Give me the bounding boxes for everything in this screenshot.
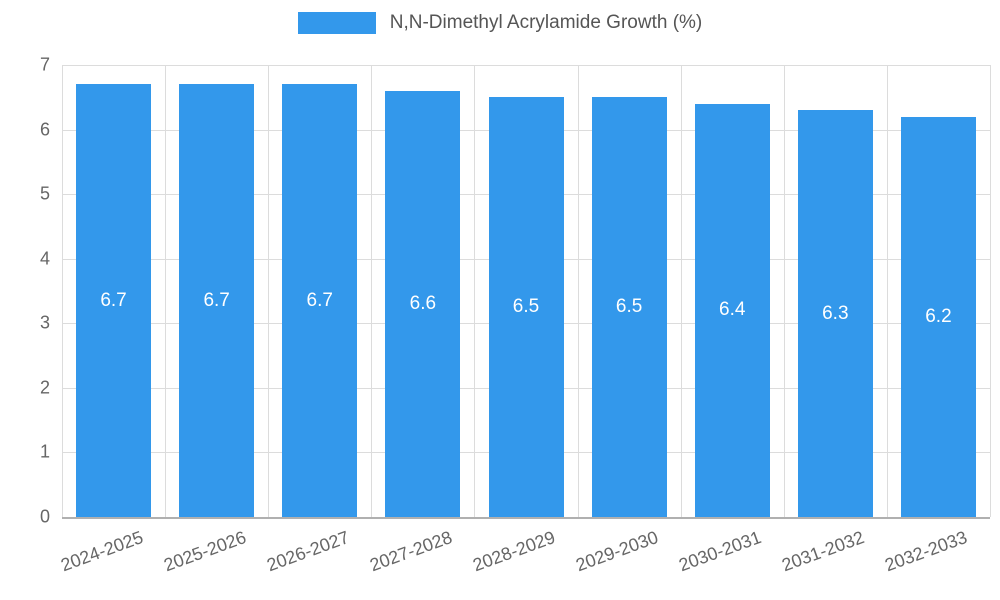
x-tick-label: 2029-2030 [573, 527, 661, 576]
v-gridline [886, 65, 888, 517]
y-tick-label: 4 [39, 248, 50, 269]
bar-2031-2032: 6.3 [797, 110, 873, 517]
x-tick-label: 2025-2026 [160, 527, 249, 576]
x-tick-label: 2026-2027 [263, 527, 352, 576]
bar-2024-2025: 6.7 [76, 84, 152, 517]
y-tick-label: 6 [39, 119, 50, 140]
y-tick-label: 0 [39, 506, 50, 527]
chart-title: N,N-Dimethyl Acrylamide Growth (%) [389, 12, 703, 33]
bar-value-label: 6.7 [203, 289, 230, 311]
bar-value-label: 6.5 [512, 296, 540, 318]
h-gridline [62, 65, 990, 66]
v-gridline [680, 65, 682, 517]
bar-2026-2027: 6.7 [282, 84, 358, 517]
bar-value-label: 6.4 [719, 299, 746, 321]
bar-2030-2031: 6.4 [694, 103, 770, 517]
bar-2027-2028: 6.6 [385, 90, 461, 517]
x-tick-label: 2032-2033 [882, 527, 971, 576]
bar-2032-2033: 6.2 [900, 116, 976, 517]
bar-value-label: 6.2 [925, 305, 952, 327]
v-gridline [577, 65, 579, 517]
x-tick-label: 2031-2032 [779, 527, 868, 576]
bar-value-label: 6.7 [306, 289, 333, 311]
y-tick-label: 7 [39, 54, 50, 75]
bar-value-label: 6.5 [615, 296, 643, 318]
bar-2028-2029: 6.5 [488, 97, 564, 517]
v-gridline [990, 65, 991, 517]
y-tick-label: 2 [39, 377, 50, 398]
bar-2025-2026: 6.7 [179, 84, 255, 517]
y-tick-label: 1 [39, 441, 50, 462]
x-tick-label: 2024-2025 [57, 527, 146, 576]
bar-2029-2030: 6.5 [591, 97, 667, 517]
v-gridline [371, 65, 373, 517]
v-gridline [268, 65, 270, 517]
v-gridline [474, 65, 476, 517]
v-gridline [165, 65, 167, 517]
y-tick-label: 3 [39, 312, 50, 333]
legend: N,N-Dimethyl Acrylamide Growth (%) [0, 12, 1000, 34]
bar-value-label: 6.6 [409, 292, 437, 314]
x-tick-label: 2030-2031 [676, 527, 765, 576]
v-gridline [62, 65, 63, 517]
bar-value-label: 6.3 [822, 302, 849, 324]
legend-swatch [297, 12, 376, 34]
y-tick-label: 5 [39, 183, 50, 204]
x-tick-label: 2027-2028 [366, 527, 455, 576]
v-gridline [783, 65, 785, 517]
x-tick-label: 2028-2029 [470, 527, 558, 576]
plot-area: 0 1 2 3 4 5 6 7 6.7 6.7 6.7 6.6 6.5 6.5 6.4 6.3 6.2 2024-… [40, 55, 991, 575]
x-axis-line [62, 517, 990, 519]
bar-value-label: 6.7 [100, 289, 127, 311]
